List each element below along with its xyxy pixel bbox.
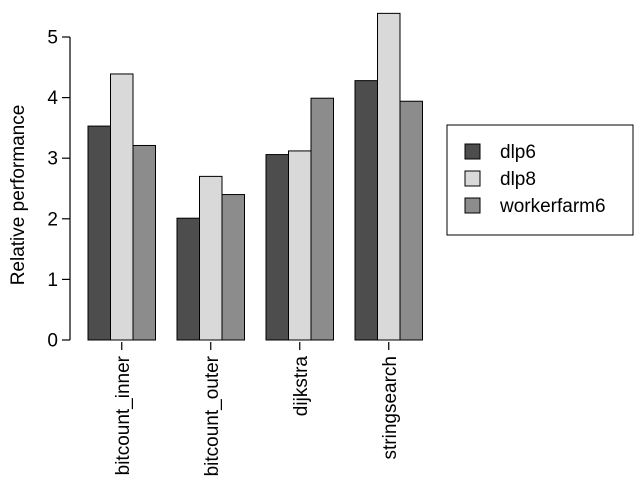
bar-dlp8-bitcount_inner (110, 73, 134, 341)
bar-workerfarm6-stringsearch (399, 100, 423, 341)
legend-swatch-dlp8 (464, 170, 481, 187)
category-label-dijkstra: dijkstra (291, 356, 312, 417)
legend-label-dlp6: dlp6 (500, 142, 536, 163)
bar-workerfarm6-bitcount_outer (221, 194, 245, 341)
legend-swatch-workerfarm6 (464, 197, 481, 214)
bar-workerfarm6-dijkstra (310, 97, 334, 341)
legend-label-workerfarm6: workerfarm6 (499, 196, 606, 217)
bar-dlp6-stringsearch (354, 80, 378, 341)
y-tick-label: 2 (47, 209, 58, 230)
y-axis: 0 1 2 3 4 5 (47, 28, 71, 352)
bar-dlp6-bitcount_inner (87, 125, 111, 341)
category-label-bitcount_outer: bitcount_outer (202, 355, 223, 476)
y-tick-label: 5 (47, 28, 58, 49)
y-tick-label: 4 (47, 88, 58, 109)
category-label-stringsearch: stringsearch (380, 356, 401, 460)
y-tick-label: 0 (47, 331, 58, 352)
legend-swatch-dlp6 (464, 143, 481, 160)
legend: dlp6 dlp8 workerfarm6 (446, 124, 634, 236)
bar-dlp8-dijkstra (288, 150, 312, 341)
x-axis: bitcount_inner bitcount_outer dijkstra stri… (113, 342, 401, 476)
bar-dlp8-stringsearch (377, 12, 401, 341)
bars (87, 12, 423, 341)
bar-workerfarm6-bitcount_inner (132, 144, 156, 341)
bar-dlp6-dijkstra (265, 154, 289, 341)
bar-dlp8-bitcount_outer (199, 175, 223, 341)
y-tick-label: 1 (47, 270, 58, 291)
category-label-bitcount_inner: bitcount_inner (113, 355, 134, 475)
legend-label-dlp8: dlp8 (500, 169, 536, 190)
bar-dlp6-bitcount_outer (176, 217, 200, 341)
y-axis-label: Relative performance (8, 105, 29, 286)
y-tick-label: 3 (47, 149, 58, 170)
